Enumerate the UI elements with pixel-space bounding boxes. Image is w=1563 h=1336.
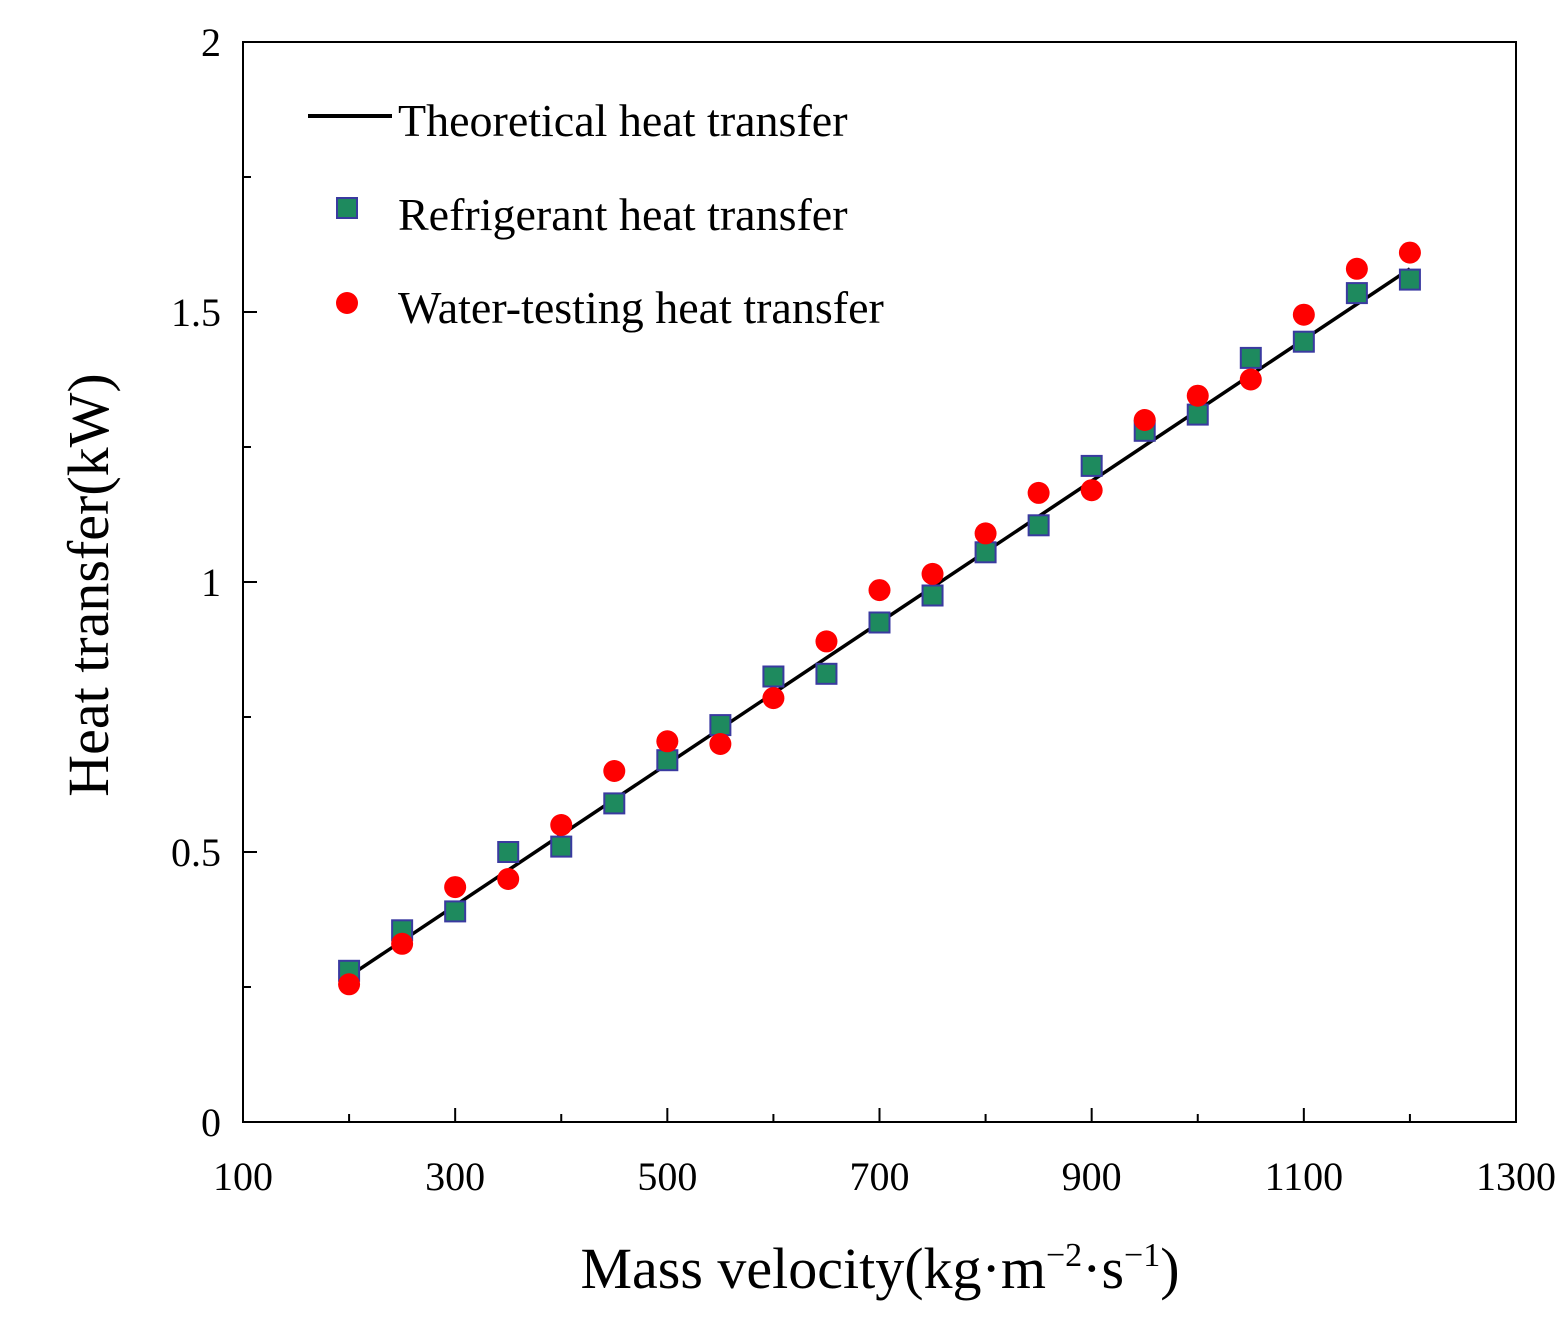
refrigerant-point	[1292, 330, 1315, 353]
x-axis-title-end: )	[1160, 1236, 1179, 1301]
refrigerant-point	[603, 792, 626, 815]
y-tick-label: 1.5	[171, 290, 221, 335]
x-axis-title-mid: ·s	[1082, 1236, 1124, 1301]
refrigerant-point	[656, 749, 679, 772]
y-tick-label: 2	[201, 20, 221, 65]
legend-label-refrigerant: Refrigerant heat transfer	[398, 189, 848, 240]
legend-label-water-testing: Water-testing heat transfer	[398, 282, 884, 333]
axis-tick-labels: 100 300 500 700 900 1100 1300 0 0.5 1 1.5 2	[171, 20, 1556, 1199]
refrigerant-point	[974, 541, 997, 564]
legend-label-theoretical: Theoretical heat transfer	[398, 95, 848, 146]
water-testing-point	[391, 932, 414, 955]
water-testing-point	[1133, 409, 1156, 431]
refrigerant-point	[762, 665, 785, 688]
water-testing-point	[1345, 257, 1368, 280]
water-testing-point	[762, 687, 785, 710]
y-tick-label: 0	[201, 1100, 221, 1145]
y-tick-label: 0.5	[171, 830, 221, 875]
water-testing-point	[1398, 241, 1421, 264]
water-testing-point	[338, 973, 361, 996]
refrigerant-point	[1345, 282, 1368, 305]
refrigerant-point	[868, 611, 891, 634]
water-testing-point	[656, 730, 679, 753]
x-tick-label: 500	[637, 1154, 697, 1199]
water-testing-point	[974, 522, 997, 545]
refrigerant-point	[1239, 346, 1262, 369]
legend-square-swatch	[336, 197, 358, 219]
x-axis-title-base: Mass velocity(kg·m	[580, 1236, 1046, 1301]
x-tick-label: 300	[425, 1154, 485, 1199]
water-testing-point	[603, 760, 626, 782]
refrigerant-point	[709, 714, 732, 737]
x-tick-label: 900	[1062, 1154, 1122, 1199]
water-testing-point	[1027, 481, 1050, 504]
refrigerant-point	[1398, 268, 1421, 291]
y-tick-label: 1	[201, 560, 221, 605]
refrigerant-point	[444, 900, 467, 923]
x-tick-label: 1300	[1476, 1154, 1556, 1199]
water-testing-point	[444, 876, 467, 899]
legend-circle-swatch	[336, 292, 358, 314]
refrigerant-point	[550, 835, 573, 858]
water-testing-point	[921, 562, 944, 585]
x-axis-title-sup1: −2	[1046, 1237, 1082, 1274]
water-testing-point	[1080, 479, 1103, 502]
refrigerant-point	[1027, 514, 1050, 537]
refrigerant-point	[1186, 403, 1209, 426]
refrigerant-point	[497, 841, 520, 863]
water-testing-point	[868, 579, 891, 602]
y-axis-title: Heat transfer(kW)	[56, 373, 121, 796]
water-testing-point	[1186, 384, 1209, 407]
water-testing-point	[815, 630, 838, 653]
legend: Theoretical heat transfer Refrigerant he…	[308, 95, 884, 333]
water-testing-point	[497, 868, 520, 890]
refrigerant-point	[1080, 454, 1103, 477]
water-testing-point	[550, 814, 573, 836]
water-testing-point	[709, 733, 732, 755]
x-tick-label: 700	[850, 1154, 910, 1199]
refrigerant-point	[815, 662, 838, 685]
x-tick-label: 1100	[1265, 1154, 1344, 1199]
x-axis-title: Mass velocity(kg·m−2·s−1)	[580, 1236, 1179, 1301]
water-testing-point	[1239, 368, 1262, 391]
axis-ticks	[242, 41, 1517, 1123]
refrigerant-point	[921, 584, 944, 607]
x-tick-label: 100	[213, 1154, 273, 1199]
water-testing-point	[1292, 303, 1315, 326]
series-layer	[338, 241, 1421, 996]
x-axis-title-sup2: −1	[1124, 1237, 1160, 1274]
